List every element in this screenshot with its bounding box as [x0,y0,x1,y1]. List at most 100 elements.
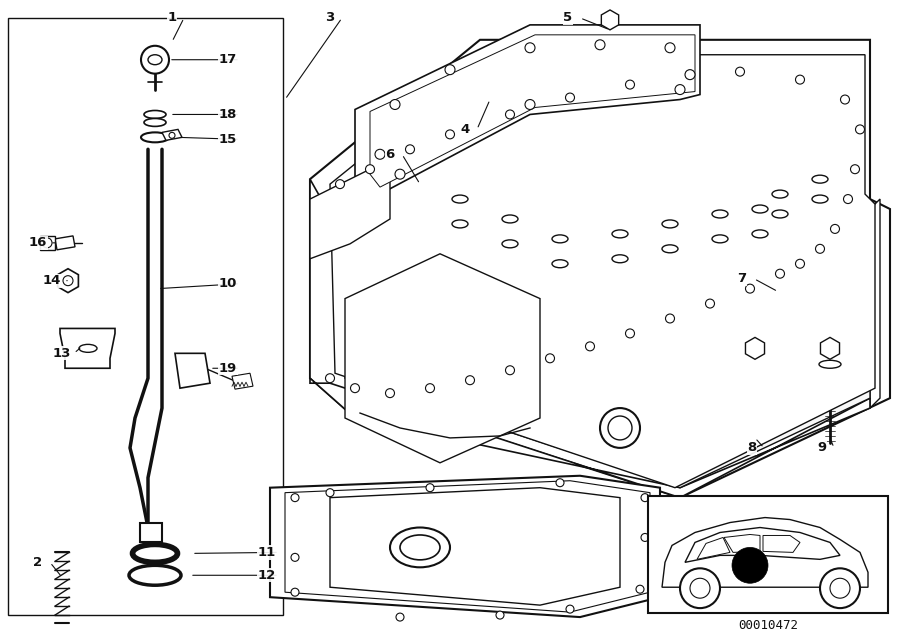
Circle shape [732,547,768,583]
Ellipse shape [552,260,568,268]
Circle shape [506,110,515,119]
Polygon shape [685,528,840,563]
Ellipse shape [662,245,678,253]
Circle shape [856,125,865,134]
Ellipse shape [812,195,828,203]
Ellipse shape [819,360,841,368]
Circle shape [680,568,720,608]
Ellipse shape [132,544,177,563]
Circle shape [565,93,574,102]
Circle shape [843,194,852,204]
Circle shape [42,238,52,248]
Ellipse shape [148,55,162,65]
Text: 13: 13 [53,347,71,360]
Polygon shape [370,35,695,187]
Ellipse shape [612,255,628,263]
Circle shape [686,70,695,79]
Text: 3: 3 [326,11,335,24]
Text: 8: 8 [747,441,757,455]
Circle shape [385,389,394,398]
Circle shape [365,164,374,174]
Polygon shape [330,488,620,605]
Ellipse shape [812,175,828,183]
Circle shape [336,180,345,189]
Text: 14: 14 [43,274,61,287]
Circle shape [850,164,860,174]
Circle shape [586,342,595,351]
Ellipse shape [400,535,440,560]
Polygon shape [763,535,800,552]
Circle shape [815,244,824,253]
Polygon shape [60,328,115,368]
Circle shape [291,588,299,596]
Ellipse shape [712,210,728,218]
Text: 7: 7 [737,272,747,285]
Ellipse shape [552,235,568,243]
Ellipse shape [452,195,468,203]
Text: 1: 1 [167,11,176,24]
Circle shape [390,100,400,109]
Circle shape [545,354,554,363]
Polygon shape [601,10,618,30]
Text: 15: 15 [219,133,237,146]
Ellipse shape [144,119,166,126]
Ellipse shape [752,230,768,238]
Circle shape [525,43,535,53]
Circle shape [525,100,535,109]
Circle shape [326,489,334,497]
Circle shape [375,149,385,159]
Polygon shape [345,199,870,488]
Circle shape [446,130,454,139]
Polygon shape [697,537,730,559]
Circle shape [396,613,404,621]
Circle shape [326,374,335,383]
Ellipse shape [390,528,450,567]
Polygon shape [821,337,840,359]
Circle shape [830,578,850,598]
Circle shape [685,70,695,79]
Circle shape [595,40,605,50]
Circle shape [626,329,634,338]
Polygon shape [870,199,880,408]
Circle shape [406,145,415,154]
Bar [648,496,888,613]
Polygon shape [662,518,868,587]
Polygon shape [310,179,355,418]
Polygon shape [55,236,75,250]
Polygon shape [345,254,540,463]
Circle shape [426,484,434,491]
Text: 2: 2 [33,556,42,569]
Bar [140,523,162,542]
Circle shape [426,384,435,392]
Polygon shape [285,481,650,612]
Circle shape [796,75,805,84]
Polygon shape [745,337,764,359]
Polygon shape [40,236,55,250]
Text: 11: 11 [258,546,276,559]
Circle shape [626,80,634,89]
Text: 19: 19 [219,362,237,375]
Circle shape [706,299,715,308]
Text: 12: 12 [258,569,276,582]
Text: 5: 5 [563,11,572,24]
Circle shape [445,65,455,75]
Circle shape [506,366,515,375]
Polygon shape [58,269,78,293]
Circle shape [395,169,405,179]
Ellipse shape [452,220,468,228]
Circle shape [291,553,299,561]
Circle shape [831,224,840,234]
Ellipse shape [502,215,518,223]
Text: 4: 4 [461,123,470,136]
Circle shape [745,284,754,293]
Polygon shape [232,373,253,389]
Polygon shape [270,476,660,617]
Circle shape [665,43,675,53]
Text: 18: 18 [219,108,238,121]
Circle shape [350,384,359,392]
Ellipse shape [612,230,628,238]
Polygon shape [355,25,700,194]
Ellipse shape [712,235,728,243]
Polygon shape [724,535,760,552]
Circle shape [141,46,169,74]
